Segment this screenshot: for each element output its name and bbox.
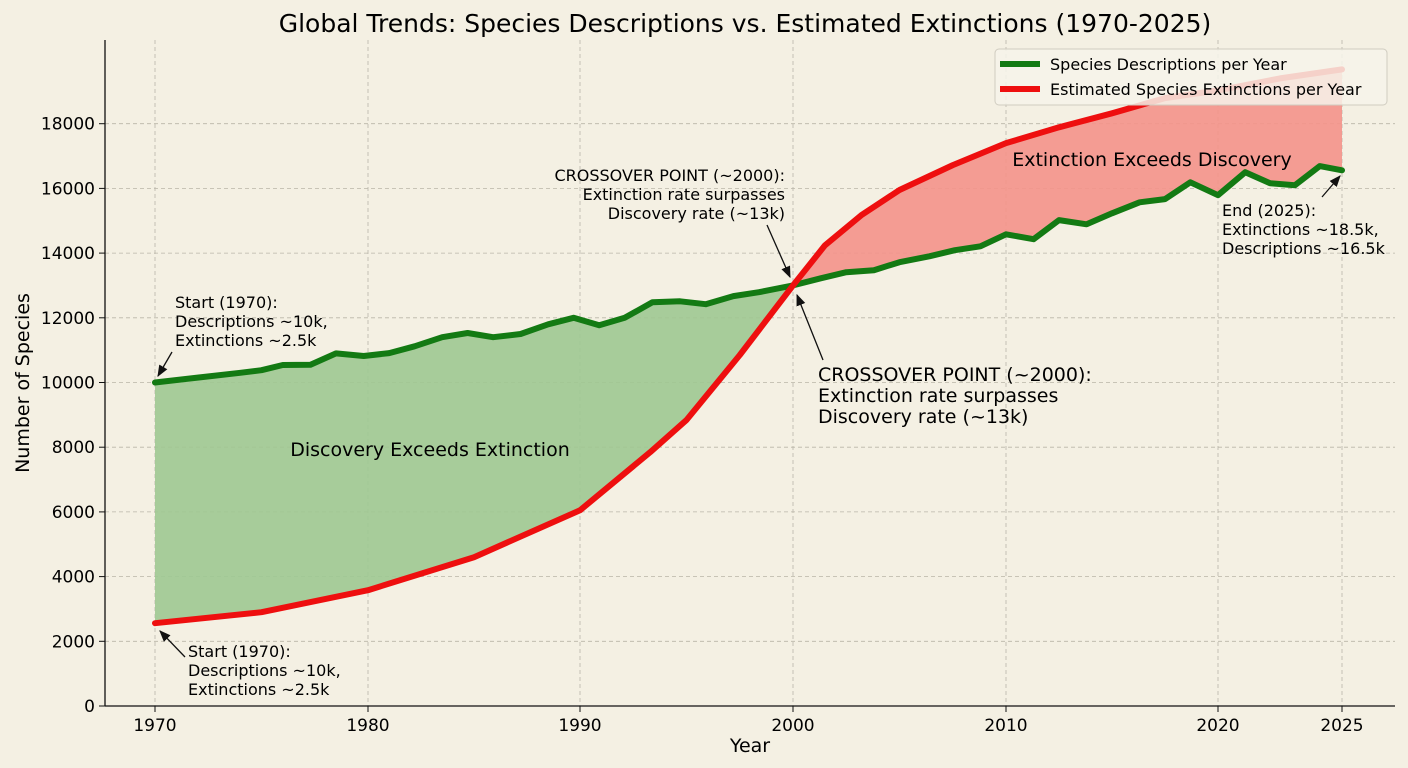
legend-label-descriptions: Species Descriptions per Year xyxy=(1050,55,1287,74)
svg-text:Extinction rate surpasses: Extinction rate surpasses xyxy=(583,185,785,204)
y-axis-label: Number of Species xyxy=(12,293,34,473)
region-label-red: Extinction Exceeds Discovery xyxy=(1012,149,1292,171)
x-tick-label: 2010 xyxy=(984,716,1027,736)
region-label-green: Discovery Exceeds Extinction xyxy=(290,439,570,461)
y-tick-label: 10000 xyxy=(41,374,95,394)
y-tick-label: 18000 xyxy=(41,115,95,135)
annotation-end: End (2025): Extinctions ~18.5k, Descript… xyxy=(1222,175,1386,258)
svg-text:CROSSOVER POINT (~2000):: CROSSOVER POINT (~2000): xyxy=(554,166,785,185)
svg-text:Descriptions ~10k,: Descriptions ~10k, xyxy=(175,312,328,331)
ticks: 1970 1980 1990 2000 2010 2020 2025 0 2000 4000 600… xyxy=(41,115,1364,736)
svg-text:End (2025):: End (2025): xyxy=(1222,201,1316,220)
x-tick-label: 2020 xyxy=(1196,716,1239,736)
y-tick-label: 16000 xyxy=(41,179,95,199)
annotation-arrow xyxy=(159,630,186,658)
svg-text:CROSSOVER POINT (~2000):: CROSSOVER POINT (~2000): xyxy=(818,364,1092,386)
svg-text:Extinction rate surpasses: Extinction rate surpasses xyxy=(818,385,1058,407)
y-tick-label: 4000 xyxy=(52,568,95,588)
svg-text:Start (1970):: Start (1970): xyxy=(175,293,278,312)
annotation-crossover-bottom: CROSSOVER POINT (~2000): Extinction rate… xyxy=(796,293,1092,428)
annotation-crossover-top: CROSSOVER POINT (~2000): Extinction rate… xyxy=(554,166,791,279)
chart-title: Global Trends: Species Descriptions vs. … xyxy=(279,9,1212,38)
svg-text:Descriptions ~10k,: Descriptions ~10k, xyxy=(188,661,341,680)
region-fill-discovery xyxy=(155,285,793,624)
svg-text:Extinctions ~2.5k: Extinctions ~2.5k xyxy=(175,331,317,350)
annotation-arrow xyxy=(766,224,791,279)
annotation-arrow xyxy=(796,293,824,361)
y-tick-label: 14000 xyxy=(41,244,95,264)
annotation-start-bottom: Start (1970): Descriptions ~10k, Extinct… xyxy=(159,630,341,699)
svg-text:Discovery rate (~13k): Discovery rate (~13k) xyxy=(608,204,785,223)
region-fills xyxy=(155,69,1342,624)
annotation-arrow xyxy=(1321,175,1341,198)
legend: Species Descriptions per Year Estimated … xyxy=(994,48,1388,106)
svg-text:Start (1970):: Start (1970): xyxy=(188,642,291,661)
y-tick-label: 0 xyxy=(84,697,95,717)
legend-label-extinctions: Estimated Species Extinctions per Year xyxy=(1050,80,1362,99)
svg-text:Extinctions ~18.5k,: Extinctions ~18.5k, xyxy=(1222,220,1379,239)
x-tick-label: 2025 xyxy=(1320,716,1363,736)
y-tick-label: 2000 xyxy=(52,632,95,652)
descriptions-line xyxy=(152,163,1345,386)
region-fill-extinction xyxy=(793,69,1342,286)
x-tick-label: 1980 xyxy=(346,716,389,736)
y-tick-label: 12000 xyxy=(41,309,95,329)
svg-text:Descriptions ~16.5k: Descriptions ~16.5k xyxy=(1222,239,1386,258)
svg-text:Discovery rate (~13k): Discovery rate (~13k) xyxy=(818,406,1028,428)
y-tick-label: 8000 xyxy=(52,438,95,458)
x-axis-label: Year xyxy=(729,735,770,757)
annotation-arrow xyxy=(157,351,173,378)
x-tick-label: 2000 xyxy=(771,716,814,736)
annotation-start-top: Start (1970): Descriptions ~10k, Extinct… xyxy=(157,293,328,378)
x-tick-label: 1970 xyxy=(133,716,176,736)
svg-text:Extinctions ~2.5k: Extinctions ~2.5k xyxy=(188,680,330,699)
x-tick-label: 1990 xyxy=(558,716,601,736)
y-tick-label: 6000 xyxy=(52,503,95,523)
